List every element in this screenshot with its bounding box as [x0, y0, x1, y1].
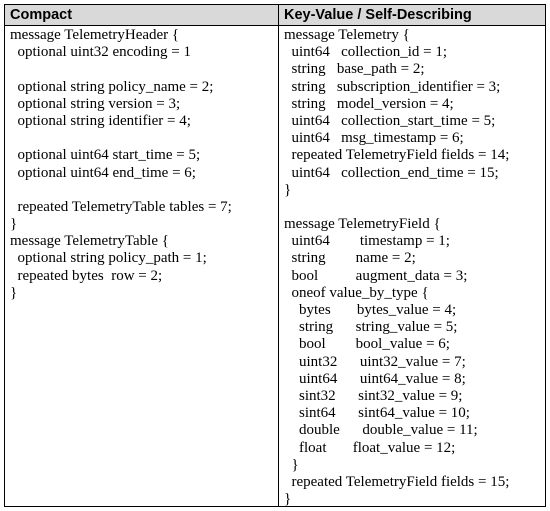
key-value-code-line: }: [284, 491, 292, 506]
compact-code-line: optional uint64 end_time = 6;: [10, 164, 196, 181]
compact-code-line: repeated TelemetryTable tables = 7;: [10, 198, 232, 215]
key-value-code-line: message TelemetryField {: [284, 216, 441, 233]
compact-code-cell: message TelemetryHeader { optional uint3…: [5, 26, 278, 506]
key-value-code-line: uint64 timestamp = 1;: [284, 233, 450, 250]
key-value-code-line: string name = 2;: [284, 250, 416, 267]
key-value-code-line: sint64 sint64_value = 10;: [284, 405, 470, 422]
key-value-code-line: sint32 sint32_value = 9;: [284, 387, 463, 404]
compact-code-line: optional string policy_name = 2;: [10, 78, 214, 95]
key-value-code-line: repeated TelemetryField fields = 14;: [284, 147, 510, 164]
key-value-code-line: double double_value = 11;: [284, 422, 478, 439]
key-value-code-cell: message Telemetry { uint64 collection_id…: [279, 26, 545, 506]
key-value-code-line: uint64 collection_end_time = 15;: [284, 164, 499, 181]
key-value-code-line: }: [284, 181, 292, 198]
key-value-code-line: uint64 collection_start_time = 5;: [284, 112, 496, 129]
table-header-row: Compact Key-Value / Self-Describing: [5, 5, 545, 26]
compact-code-line: [5, 130, 278, 147]
key-value-code-line: float float_value = 12;: [284, 439, 456, 456]
compact-code-line: }: [10, 216, 18, 233]
key-value-code-line: uint64 msg_timestamp = 6;: [284, 130, 464, 147]
key-value-code-line: uint64 collection_id = 1;: [284, 44, 448, 61]
compact-code-line: repeated bytes row = 2;: [10, 267, 163, 284]
compact-code-line: }: [10, 284, 18, 301]
key-value-code-line: string string_value = 5;: [284, 319, 458, 336]
key-value-code-line: uint64 uint64_value = 8;: [284, 370, 466, 387]
key-value-code-line: bool augment_data = 3;: [284, 267, 468, 284]
key-value-code-line: [279, 199, 545, 216]
key-value-code-line: }: [284, 456, 299, 473]
key-value-code-line: uint32 uint32_value = 7;: [284, 353, 466, 370]
header-compact: Compact: [10, 7, 73, 23]
key-value-code-line: oneof value_by_type {: [284, 284, 429, 301]
column-divider: [278, 5, 279, 506]
compact-code-line: optional string identifier = 4;: [10, 112, 191, 129]
compact-code-line: optional uint32 encoding = 1: [10, 44, 191, 61]
compact-code-line: message TelemetryTable {: [10, 233, 169, 250]
key-value-code-line: message Telemetry {: [284, 27, 410, 43]
compact-code-line: [5, 182, 278, 199]
key-value-code-line: string subscription_identifier = 3;: [284, 78, 501, 95]
compact-code-line: optional string version = 3;: [10, 95, 181, 112]
compact-code-line: optional string policy_path = 1;: [10, 250, 207, 267]
compact-code-line: optional uint64 start_time = 5;: [10, 147, 201, 164]
key-value-code-line: repeated TelemetryField fields = 15;: [284, 473, 510, 490]
key-value-code-line: string base_path = 2;: [284, 61, 425, 78]
comparison-table: Compact Key-Value / Self-Describing mess…: [4, 4, 546, 507]
compact-code-line: [5, 61, 278, 78]
key-value-code-line: bool bool_value = 6;: [284, 336, 450, 353]
header-key-value: Key-Value / Self-Describing: [284, 7, 472, 23]
compact-code-line: message TelemetryHeader {: [10, 27, 180, 43]
key-value-code-line: bytes bytes_value = 4;: [284, 302, 457, 318]
key-value-code-line: string model_version = 4;: [284, 95, 454, 112]
